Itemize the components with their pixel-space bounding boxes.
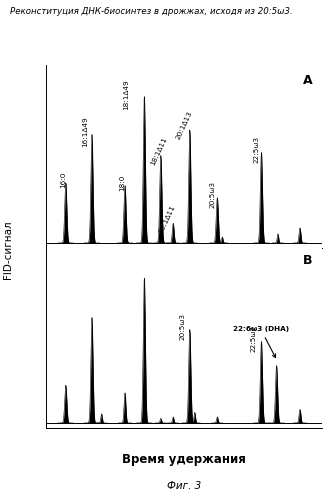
Text: 18:0: 18:0 (119, 174, 125, 191)
Text: 18:1Δ49: 18:1Δ49 (123, 80, 129, 110)
Text: Время удержания: Время удержания (122, 452, 246, 466)
Text: 20:1Δ13: 20:1Δ13 (175, 110, 194, 140)
Text: 20:5ω3: 20:5ω3 (209, 181, 215, 208)
Text: Реконституция ДНК-биосинтез в дрожжах, исходя из 20:5ω3.: Реконституция ДНК-биосинтез в дрожжах, и… (10, 8, 292, 16)
Text: 20:1Δ11: 20:1Δ11 (158, 204, 176, 234)
Text: 22:6ω3 (DHA): 22:6ω3 (DHA) (233, 326, 289, 358)
Text: 16:1Δ49: 16:1Δ49 (82, 116, 88, 146)
Text: 16:0: 16:0 (60, 172, 66, 188)
Text: A: A (303, 74, 312, 87)
Text: Фиг. 3: Фиг. 3 (167, 481, 202, 491)
Text: 18:1Δ11: 18:1Δ11 (150, 136, 168, 166)
Text: B: B (303, 254, 312, 267)
Text: 22:5ω3: 22:5ω3 (254, 136, 260, 163)
Text: 22:5ω3: 22:5ω3 (251, 325, 257, 352)
Text: FID-сигнал: FID-сигнал (3, 220, 13, 280)
Text: 20:5ω3: 20:5ω3 (180, 313, 186, 340)
